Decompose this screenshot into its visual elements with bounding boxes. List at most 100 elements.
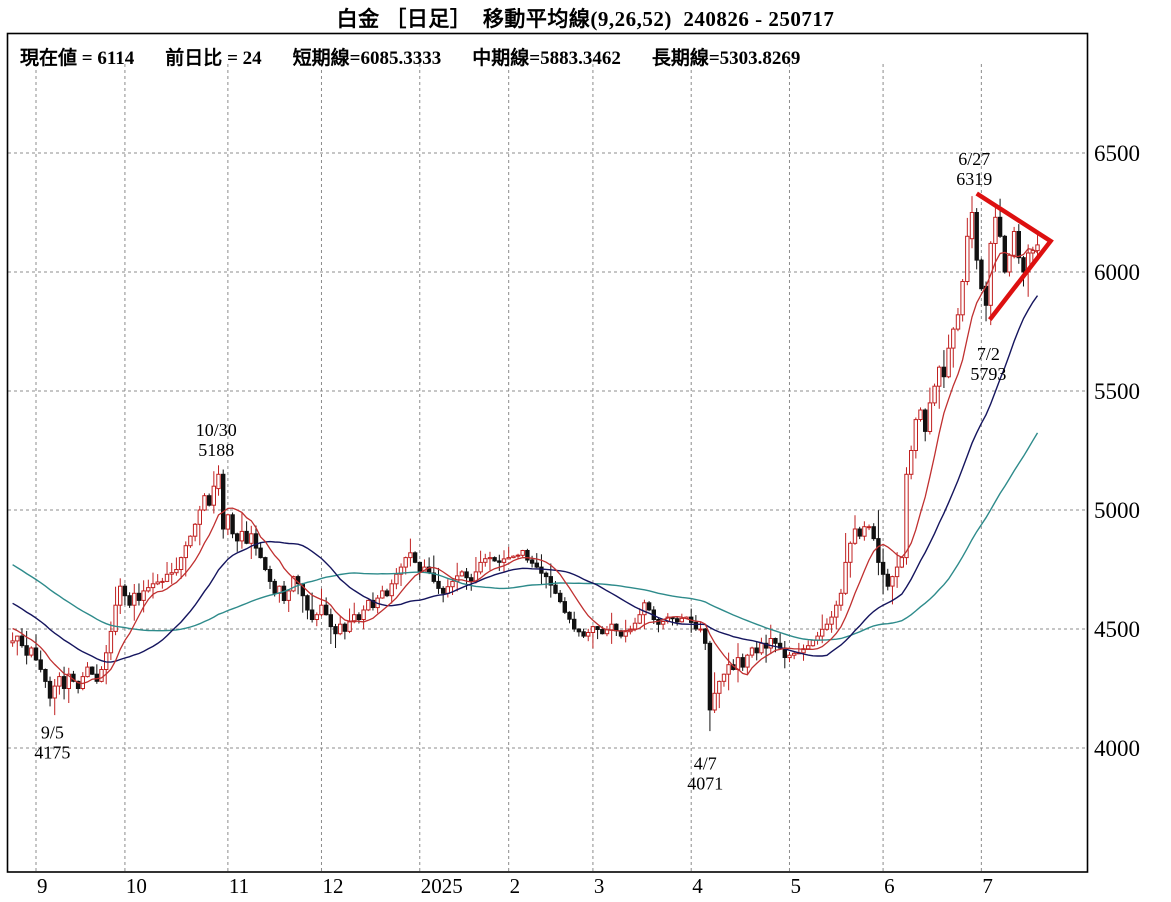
down-candle-body <box>324 604 329 616</box>
up-candle-body <box>969 212 975 240</box>
up-candle-body <box>211 485 217 506</box>
annotation-label: 6319 <box>956 169 992 189</box>
up-candle-body <box>838 592 844 606</box>
up-candle-body <box>197 509 203 525</box>
up-candle-body <box>642 602 647 616</box>
ma-long-field: 長期線=5303.8269 <box>652 43 801 70</box>
up-candle-body <box>511 555 516 559</box>
up-candle-body <box>291 576 296 592</box>
up-candle-body <box>632 622 638 630</box>
up-candle-body <box>174 569 179 574</box>
up-candle-body <box>501 558 507 563</box>
down-candle-body <box>553 584 558 594</box>
up-candle-body <box>146 587 151 592</box>
quote-header: 現在値 = 6114 前日比 = 24 短期線=6085.3333 中期線=58… <box>20 43 1080 70</box>
up-candle-body <box>852 528 858 544</box>
equals-sign: = <box>222 48 243 69</box>
up-candle-body <box>801 648 806 654</box>
down-candle-body <box>384 590 390 597</box>
up-candle-body <box>1011 231 1017 256</box>
down-candle-body <box>258 547 263 559</box>
down-candle-body <box>127 595 132 606</box>
up-candle-body <box>108 630 114 654</box>
up-candle-body <box>848 542 853 563</box>
down-candle-body <box>997 216 1003 237</box>
down-candle-body <box>356 614 362 621</box>
up-candle-body <box>216 473 221 490</box>
y-axis-tick-label: 6000 <box>1094 260 1140 285</box>
ma-mid-label: 中期線 <box>472 48 530 69</box>
down-candle-body <box>412 552 418 563</box>
down-candle-body <box>740 657 745 668</box>
up-candle-body <box>660 621 666 625</box>
down-candle-body <box>543 572 549 578</box>
annotation-label: 9/5 <box>41 723 64 743</box>
down-candle-body <box>595 626 600 630</box>
down-candle-body <box>281 585 287 602</box>
up-candle-body <box>965 235 970 283</box>
down-candle-body <box>539 566 544 574</box>
down-candle-body <box>857 528 862 537</box>
x-axis-tick-label: 12 <box>322 874 343 898</box>
candles <box>10 196 1040 732</box>
down-candle-body <box>122 585 128 597</box>
up-candle-body <box>806 645 811 650</box>
down-candle-body <box>880 561 886 575</box>
down-candle-body <box>562 601 567 613</box>
up-candle-body <box>993 216 998 245</box>
annotation-label: 7/2 <box>977 344 1000 364</box>
down-candle-body <box>548 576 553 586</box>
down-candle-body <box>525 550 530 561</box>
down-candle-body <box>567 611 572 620</box>
x-axis-tick-label: 6 <box>884 874 895 898</box>
up-candle-body <box>99 669 104 682</box>
x-axis-labels: 9 10 11 12 2025 2 3 4 5 6 7 <box>37 874 993 898</box>
up-candle-body <box>445 586 451 594</box>
up-candle-body <box>408 552 413 559</box>
day-change-label: 前日比 <box>165 48 223 69</box>
day-change-value: 24 <box>242 48 262 69</box>
up-candle-body <box>10 640 15 644</box>
chart-title: 白金 ［日足］ 移動平均線(9,26,52) 240826 - 250717 <box>336 7 835 31</box>
up-candle-body <box>721 673 727 682</box>
x-axis-tick-label: 10 <box>126 874 147 898</box>
ma-mid-field: 中期線=5883.3462 <box>472 43 621 70</box>
down-candle-body <box>675 618 680 623</box>
down-candle-body <box>61 676 67 689</box>
up-candle-body <box>787 654 792 659</box>
annotation-label: 4/7 <box>694 753 717 773</box>
up-candle-body <box>450 580 455 588</box>
up-candle-body <box>726 664 731 675</box>
down-candle-body <box>707 642 713 711</box>
down-candle-body <box>342 623 348 632</box>
down-candle-body <box>19 635 25 647</box>
down-candle-body <box>646 602 652 611</box>
up-candle-body <box>745 654 750 668</box>
down-candle-body <box>370 599 376 609</box>
up-candle-body <box>913 419 918 452</box>
down-candle-body <box>754 647 759 654</box>
plot-frame <box>6 32 1089 873</box>
down-candle-body <box>941 366 947 378</box>
y-axis-tick-label: 4000 <box>1094 736 1140 761</box>
equals-sign: = <box>708 48 720 69</box>
up-candle-body <box>590 626 596 633</box>
down-candle-body <box>47 680 53 699</box>
up-candle-body <box>347 621 352 632</box>
annotation-label: 6/27 <box>958 149 990 169</box>
up-candle-body <box>202 495 207 511</box>
y-axis-labels: 6500 6000 5500 5000 4500 4000 <box>1094 141 1140 761</box>
y-axis-tick-label: 6500 <box>1094 141 1140 166</box>
up-candle-body <box>843 561 848 594</box>
up-candle-body <box>810 639 816 647</box>
down-candle-body <box>529 559 535 564</box>
down-candle-body <box>1002 235 1007 273</box>
down-candle-body <box>469 577 474 582</box>
up-candle-body <box>286 590 291 601</box>
current-value-label: 現在値 <box>20 48 78 69</box>
down-candle-body <box>979 259 984 290</box>
down-candle-body <box>230 514 235 535</box>
up-candle-body <box>380 590 385 599</box>
up-candle-body <box>586 632 591 637</box>
